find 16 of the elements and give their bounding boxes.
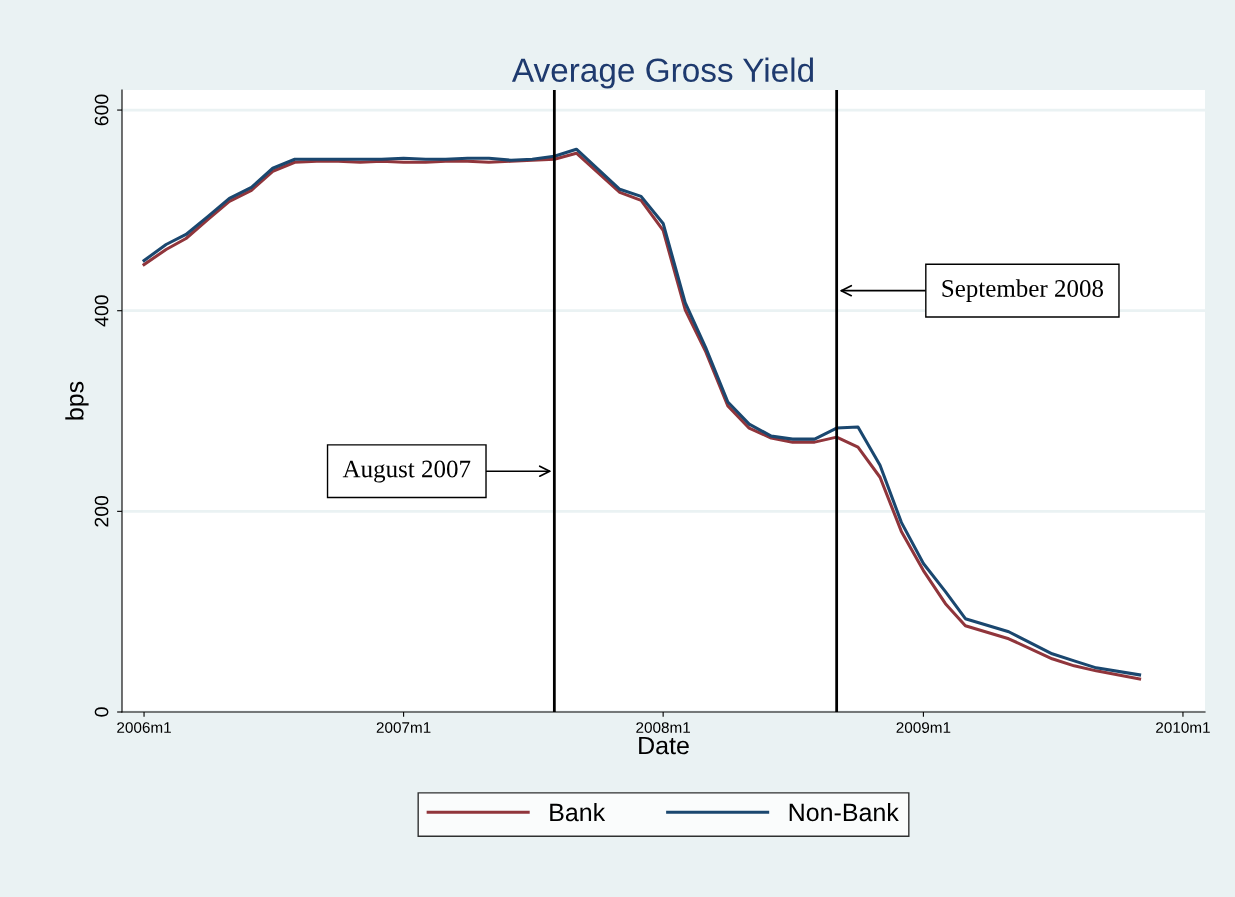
legend-label: Bank <box>550 802 606 822</box>
annotation: August 2007 <box>342 460 471 483</box>
x-axis-title: Date <box>639 736 689 755</box>
annotation: September 2008 <box>942 279 1104 302</box>
x-tick-label: 2007m1 <box>376 722 431 733</box>
y-axis-title: bps <box>65 381 89 420</box>
x-tick-label: 2006m1 <box>117 722 171 733</box>
x-tick-label: 2010m1 <box>1156 722 1210 733</box>
x-tick-label: 2009m1 <box>896 722 951 733</box>
y-tick-label: 0 <box>94 707 109 717</box>
legend-label: Non-Bank <box>789 802 899 822</box>
x-tick-label: 2008m1 <box>636 722 691 733</box>
y-tick-label: 200 <box>94 495 109 527</box>
chart-title: Average Gross Yield <box>511 57 813 89</box>
y-tick-label: 400 <box>94 295 109 327</box>
y-tick-label: 600 <box>94 94 109 126</box>
